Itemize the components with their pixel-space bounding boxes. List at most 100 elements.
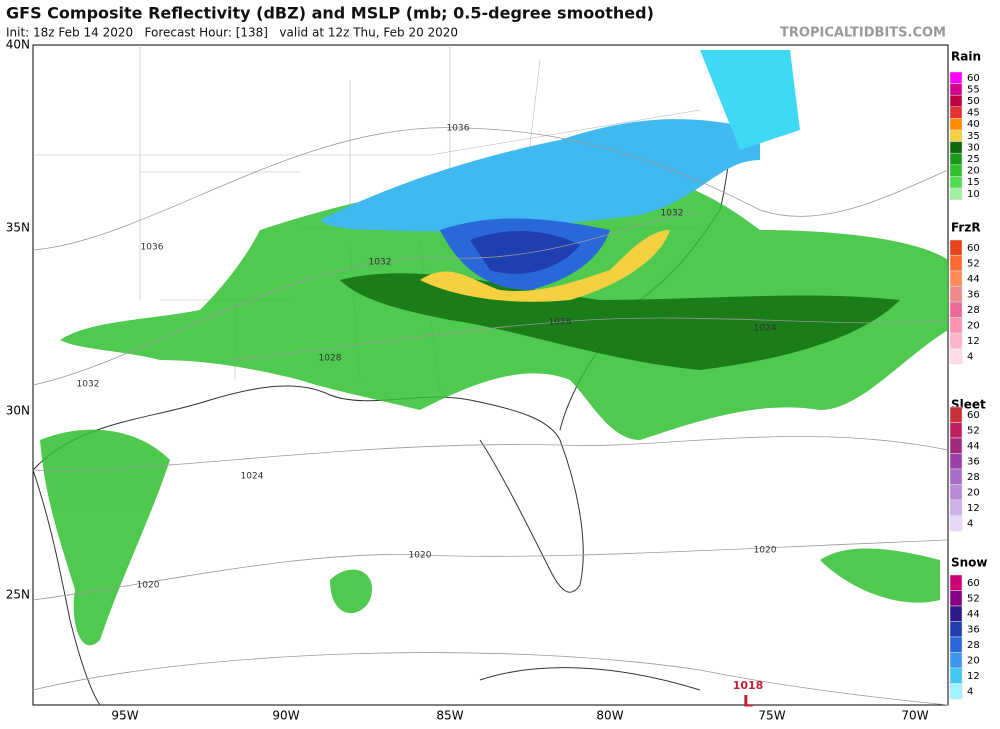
legend-label: 20: [967, 655, 980, 666]
legend-swatch: [949, 406, 963, 423]
legend-label: 30: [967, 142, 980, 153]
legend-label: 20: [967, 487, 980, 498]
legend-swatch: [949, 106, 963, 119]
legend-swatch: [949, 636, 963, 653]
legend-label: 25: [967, 154, 980, 165]
legend-swatch: [949, 422, 963, 439]
isobar-label: 1036: [447, 124, 470, 134]
legend-label: 4: [967, 351, 973, 362]
legend-swatch: [949, 187, 963, 200]
legend-swatch: [949, 621, 963, 638]
legend-swatch: [949, 667, 963, 684]
longitude-label: 70W: [901, 709, 928, 723]
legend-label: 12: [967, 503, 980, 514]
legend-swatch: [949, 286, 963, 303]
longitude-label: 80W: [596, 709, 623, 723]
legend-label: 50: [967, 96, 980, 107]
latitude-label: 40N: [6, 38, 30, 52]
legend-swatch: [949, 164, 963, 177]
legend-swatch: [949, 499, 963, 516]
legend-label: 36: [967, 456, 980, 467]
isobar-label: 1028: [319, 354, 342, 364]
legend-label: 28: [967, 640, 980, 651]
legend-swatch: [949, 484, 963, 501]
isobar-label: 1032: [661, 209, 684, 219]
legend-swatch: [949, 239, 963, 256]
legend-label: 20: [967, 166, 980, 177]
isobar-label: 1024: [754, 324, 777, 334]
legend-swatch: [949, 332, 963, 349]
legend-label: 35: [967, 131, 980, 142]
legend-label: 28: [967, 305, 980, 316]
longitude-label: 95W: [111, 709, 138, 723]
legend-swatch: [949, 152, 963, 166]
legend-swatch: [949, 317, 963, 334]
watermark: TROPICALTIDBITS.COM: [780, 26, 946, 41]
legend-label: 40: [967, 119, 980, 130]
legend-swatch: [949, 141, 963, 154]
latitude-label: 35N: [6, 221, 30, 235]
legend-swatch: [949, 83, 963, 96]
low-pressure-value: 1018: [733, 679, 764, 692]
legend-label: 4: [967, 518, 973, 529]
legend-label: 20: [967, 320, 980, 331]
legend-label: 52: [967, 258, 980, 269]
legend-label: 55: [967, 84, 980, 95]
legend-swatch: [949, 118, 963, 131]
latitude-label: 25N: [6, 588, 30, 602]
legend-label: 28: [967, 472, 980, 483]
legend-swatch: [949, 176, 963, 189]
legend-swatch: [949, 590, 963, 607]
legend-swatch: [949, 574, 963, 591]
longitude-label: 90W: [272, 709, 299, 723]
legend-label: 60: [967, 578, 980, 589]
isobar-label: 1020: [137, 581, 160, 591]
legend-label: 44: [967, 609, 980, 620]
legend-swatch: [949, 255, 963, 272]
legend-swatch: [949, 453, 963, 470]
legend-swatch: [949, 515, 963, 532]
legend-swatch: [949, 94, 963, 108]
legend-label: 4: [967, 686, 973, 697]
isobar-label: 1036: [141, 243, 164, 253]
longitude-label: 85W: [436, 709, 463, 723]
isobar-label: 1032: [369, 258, 392, 268]
legend-label: 52: [967, 593, 980, 604]
title: GFS Composite Reflectivity (dBZ) and MSL…: [6, 4, 654, 23]
legend-label: 52: [967, 425, 980, 436]
legend-swatch: [949, 468, 963, 485]
legend-title: Rain: [951, 50, 981, 64]
legend: Rain6055504540353025201510FrzR6052443628…: [949, 50, 988, 700]
legend-swatch: [949, 71, 963, 84]
isobar-label: 1032: [77, 380, 100, 390]
isobar-label: 1020: [754, 546, 777, 556]
legend-label: 60: [967, 410, 980, 421]
legend-swatch: [949, 301, 963, 318]
legend-label: 12: [967, 671, 980, 682]
isobar-label: 1020: [409, 551, 432, 561]
legend-swatch: [949, 652, 963, 669]
longitude-label: 75W: [758, 709, 785, 723]
legend-swatch: [949, 129, 963, 142]
legend-swatch: [949, 270, 963, 287]
legend-swatch: [949, 683, 963, 700]
legend-label: 45: [967, 108, 980, 119]
legend-title: Snow: [951, 556, 988, 570]
map-axes: 40N 35N 30N 25N 95W 90W 85W 80W 75W 70W: [6, 38, 929, 723]
legend-label: 12: [967, 336, 980, 347]
legend-swatch: [949, 605, 963, 622]
low-symbol: L: [743, 692, 753, 711]
legend-title: FrzR: [951, 221, 981, 235]
legend-label: 44: [967, 441, 980, 452]
legend-label: 60: [967, 243, 980, 254]
legend-swatch: [949, 348, 963, 365]
map: 1036 1036 1032 1032 1032 1028 1028 1024 …: [32, 44, 949, 711]
legend-label: 36: [967, 289, 980, 300]
legend-label: 10: [967, 189, 980, 200]
legend-label: 15: [967, 177, 980, 188]
isobar-label: 1028: [549, 318, 572, 328]
legend-label: 44: [967, 274, 980, 285]
subtitle: Init: 18z Feb 14 2020 Forecast Hour: [13…: [6, 26, 458, 40]
legend-label: 60: [967, 73, 980, 84]
